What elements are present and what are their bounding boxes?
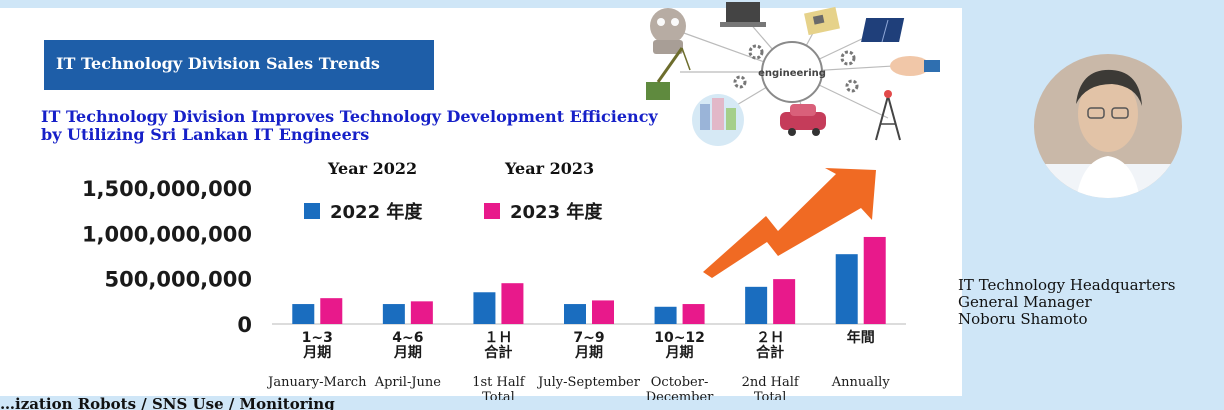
laptop-icon [720, 2, 766, 27]
bar-2023 [410, 301, 433, 324]
legend-label: 2023 年度 [510, 201, 603, 223]
profile-title: General Manager [958, 293, 1092, 311]
growth-arrow [703, 168, 876, 278]
subtitle-line-2: by Utilizing Sri Lankan IT Engineers [41, 125, 370, 144]
y-tick-label: 1,500,000,000 [82, 177, 252, 201]
page-title: IT Technology Division Sales Trends [56, 54, 380, 73]
engineering-illustration: engineering [646, 2, 940, 146]
x-english-label: October- [651, 375, 709, 390]
x-english-label: April-June [374, 375, 442, 390]
profile-department: IT Technology Headquarters [958, 276, 1176, 294]
bar-2022 [835, 254, 858, 324]
x-category-label: 月期 [574, 345, 603, 361]
engineering-hub: engineering [758, 41, 826, 103]
y-tick-label: 500,000,000 [105, 268, 252, 292]
profile-name: Noboru Shamoto [958, 310, 1088, 328]
x-category-label: 合計 [756, 344, 784, 361]
title-banner [44, 40, 434, 90]
x-english-label: Total [754, 390, 787, 400]
bar-2022 [564, 304, 586, 324]
x-category-label: 月期 [393, 345, 422, 361]
bar-2022 [654, 306, 677, 324]
robot-hand-icon [890, 56, 940, 76]
x-english-label: 1st Half [472, 375, 526, 390]
x-category-label: 月期 [302, 345, 331, 361]
x-category-label: 7~9 [573, 330, 604, 346]
sales-chart: 0 500,000,000 1,000,000,000 1,500,000,000 2… [82, 168, 906, 400]
x-english-label: January-March [266, 375, 367, 390]
year-label-2022: Year 2022 [328, 159, 418, 178]
solar-panel-icon [861, 18, 905, 43]
bar-2023 [863, 236, 886, 324]
x-category-label: 年間 [847, 329, 875, 346]
x-category-label: 1~3 [302, 330, 333, 346]
engineering-label: engineering [758, 68, 826, 79]
legend: 2022 年度 2023 年度 [304, 201, 603, 223]
robot-icon [650, 8, 686, 54]
x-category-label: 10~12 [654, 330, 705, 346]
bars [292, 236, 886, 324]
bar-2022 [473, 292, 496, 324]
bar-2023 [682, 304, 705, 324]
x-english-label: Total [482, 390, 515, 400]
bar-2023 [320, 298, 343, 324]
bar-2023 [501, 283, 524, 324]
cut-off-caption: …ization Robots / SNS Use / Monitoring [0, 395, 335, 410]
bar-2022 [745, 286, 768, 324]
y-axis-ticks: 0 500,000,000 1,000,000,000 1,500,000,000 [82, 177, 252, 337]
car-icon [780, 104, 826, 136]
legend-swatch [484, 203, 500, 219]
x-category-label: １Ｈ [484, 330, 512, 346]
bar-2022 [382, 304, 405, 324]
x-axis-english-labels: January-March April-June 1st HalfTotalJuly… [266, 375, 890, 400]
city-buildings-icon [692, 94, 744, 146]
x-category-label: ２Ｈ [756, 330, 784, 346]
bar-2023 [773, 279, 796, 324]
bar-2023 [592, 300, 614, 324]
tower-icon [875, 90, 901, 141]
circuit-board-icon [804, 6, 840, 36]
year-label-2023: Year 2023 [505, 159, 595, 178]
x-english-label: Annually [831, 375, 891, 390]
gear-icon [733, 44, 859, 93]
bar-2022 [292, 304, 315, 324]
y-tick-label: 0 [237, 313, 252, 337]
legend-label: 2022 年度 [330, 201, 423, 223]
avatar [1034, 54, 1182, 198]
legend-swatch [304, 203, 320, 219]
x-category-label: 合計 [484, 344, 512, 361]
x-english-label: 2nd Half [742, 375, 800, 390]
x-english-label: December [646, 390, 714, 400]
x-category-label: 月期 [665, 345, 694, 361]
crane-icon [646, 47, 691, 100]
subtitle-line-1: IT Technology Division Improves Technolo… [41, 107, 658, 126]
y-tick-label: 1,000,000,000 [82, 222, 252, 246]
x-english-label: July-September [536, 375, 641, 390]
x-category-label: 4~6 [392, 330, 423, 346]
